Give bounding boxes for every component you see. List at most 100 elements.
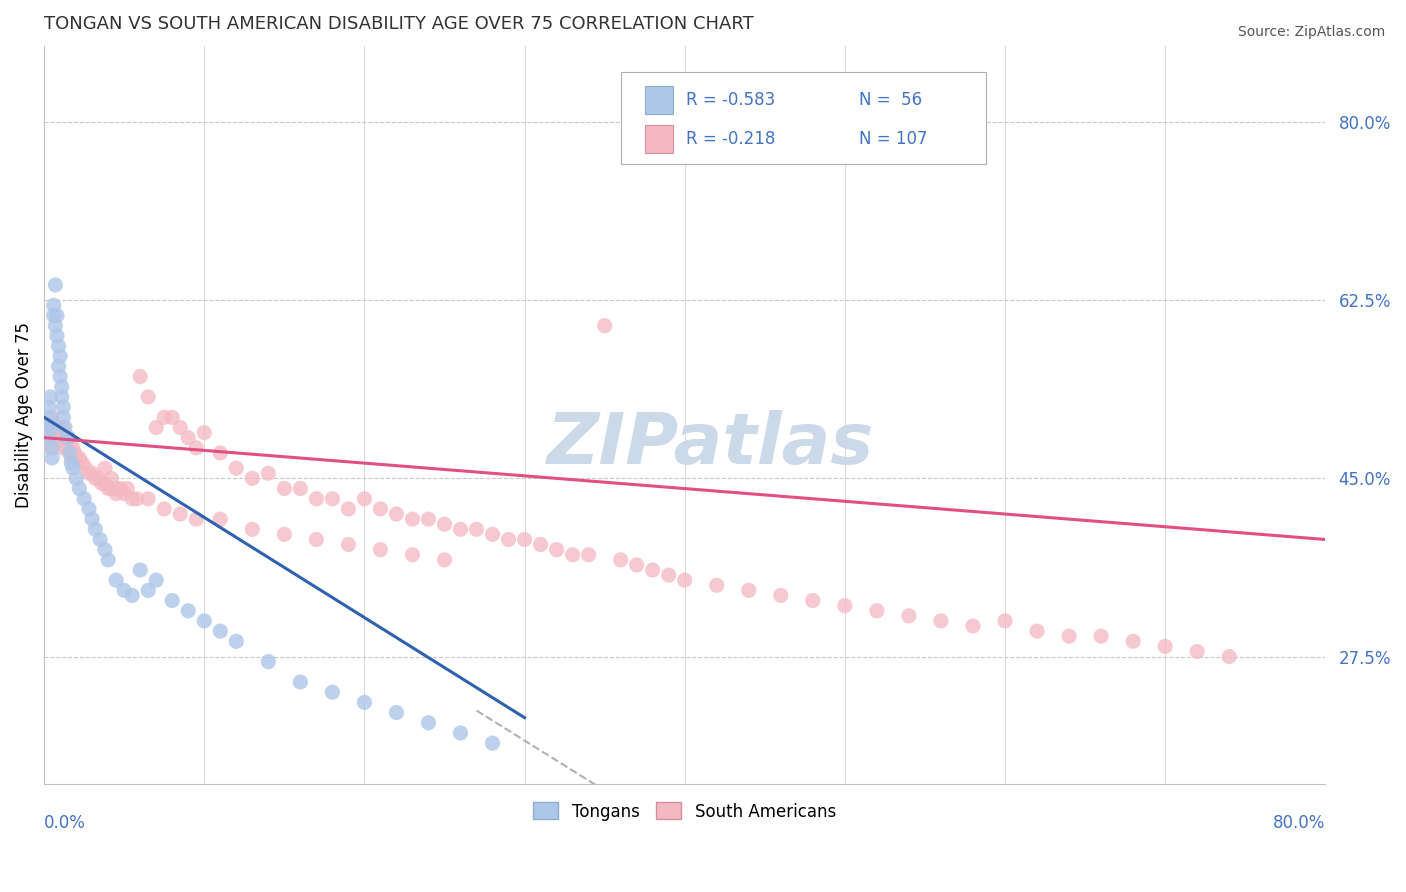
Point: [94, 476, 117, 491]
Point: [75, 461, 97, 475]
Point: [59, 446, 82, 460]
Point: [53, 420, 76, 434]
Point: [353, 695, 375, 709]
Point: [129, 563, 152, 577]
Point: [89, 533, 111, 547]
Point: [321, 491, 343, 506]
Point: [1057, 629, 1080, 643]
Point: [44, 277, 66, 292]
Point: [77, 467, 100, 481]
Point: [94, 542, 117, 557]
Point: [609, 553, 631, 567]
Text: ZIPatlas: ZIPatlas: [547, 409, 875, 479]
Point: [481, 527, 503, 541]
Point: [193, 425, 215, 440]
Point: [658, 568, 681, 582]
Point: [37, 420, 59, 434]
Point: [41, 410, 63, 425]
Point: [121, 491, 143, 506]
Point: [136, 390, 159, 404]
Point: [72, 456, 94, 470]
Point: [962, 619, 984, 633]
Point: [38, 431, 60, 445]
Point: [94, 461, 117, 475]
Point: [53, 431, 76, 445]
Point: [97, 482, 120, 496]
Point: [145, 420, 167, 434]
Point: [240, 522, 263, 536]
Point: [529, 538, 551, 552]
Point: [87, 471, 110, 485]
Text: 80.0%: 80.0%: [1272, 814, 1326, 832]
Point: [107, 482, 129, 496]
Point: [177, 431, 200, 445]
Point: [110, 482, 132, 496]
Point: [418, 715, 440, 730]
Point: [84, 522, 107, 536]
Point: [44, 431, 66, 445]
Point: [82, 512, 104, 526]
Point: [209, 446, 232, 460]
Point: [706, 578, 728, 592]
Point: [49, 369, 72, 384]
Point: [897, 608, 920, 623]
Point: [42, 420, 65, 434]
Point: [63, 446, 86, 460]
Point: [49, 431, 72, 445]
Point: [153, 410, 176, 425]
Point: [136, 491, 159, 506]
Point: [593, 318, 616, 333]
Point: [498, 533, 520, 547]
Y-axis label: Disability Age Over 75: Disability Age Over 75: [15, 322, 32, 508]
Point: [305, 491, 328, 506]
Point: [305, 533, 328, 547]
Legend: Tongans, South Americans: Tongans, South Americans: [527, 796, 842, 827]
Point: [105, 573, 128, 587]
Point: [45, 431, 67, 445]
Point: [929, 614, 952, 628]
Point: [401, 512, 423, 526]
Point: [450, 522, 472, 536]
Point: [337, 538, 360, 552]
Point: [39, 390, 62, 404]
Point: [48, 339, 70, 353]
FancyBboxPatch shape: [645, 125, 673, 153]
Point: [48, 359, 70, 374]
Point: [209, 624, 232, 639]
Point: [273, 527, 295, 541]
Point: [45, 329, 67, 343]
Text: R = -0.583: R = -0.583: [686, 91, 775, 110]
Point: [1154, 640, 1177, 654]
Point: [39, 410, 62, 425]
Point: [56, 431, 79, 445]
FancyBboxPatch shape: [645, 87, 673, 114]
Point: [55, 441, 77, 455]
Point: [73, 491, 96, 506]
Point: [100, 471, 122, 485]
Point: [51, 441, 73, 455]
Point: [160, 593, 183, 607]
Point: [38, 420, 60, 434]
Point: [67, 450, 90, 465]
Point: [136, 583, 159, 598]
Point: [62, 441, 84, 455]
Point: [84, 471, 107, 485]
Point: [209, 512, 232, 526]
Point: [52, 410, 75, 425]
Point: [994, 614, 1017, 628]
Point: [1026, 624, 1049, 639]
Point: [41, 420, 63, 434]
Point: [51, 390, 73, 404]
Point: [52, 420, 75, 434]
Point: [65, 450, 87, 465]
Point: [59, 441, 82, 455]
Point: [1218, 649, 1240, 664]
Point: [738, 583, 761, 598]
Point: [60, 456, 83, 470]
Point: [578, 548, 600, 562]
Point: [561, 548, 583, 562]
Point: [62, 461, 84, 475]
Point: [257, 655, 280, 669]
Point: [90, 476, 112, 491]
Point: [290, 675, 312, 690]
